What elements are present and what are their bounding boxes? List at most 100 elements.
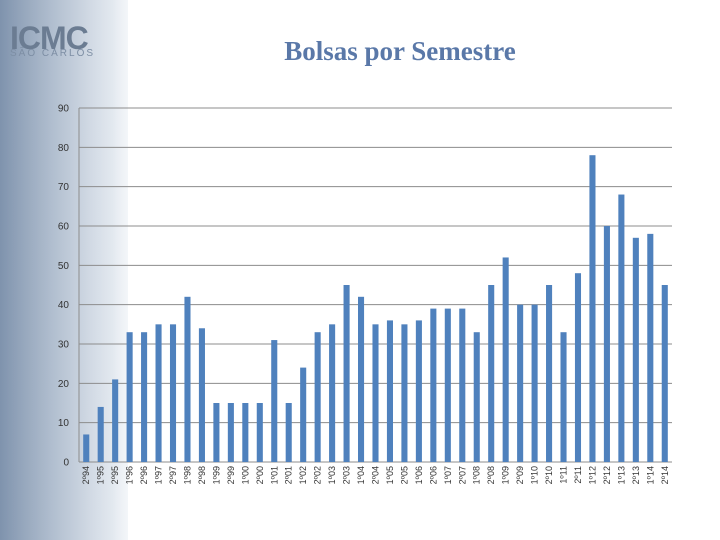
bar (357, 296, 365, 462)
x-tick-label: 1º12 (587, 466, 597, 484)
x-tick-label: 2º00 (255, 466, 265, 484)
bar (343, 285, 350, 462)
x-tick-label: 2º98 (197, 466, 207, 484)
x-tick-label: 1º01 (269, 466, 279, 484)
x-tick-label: 1º08 (472, 466, 482, 484)
icmc-logo: ICMC SÃO CARLOS (4, 8, 108, 72)
x-tick-label: 1º00 (240, 466, 250, 484)
x-tick-label: 2º99 (226, 466, 236, 484)
x-tick-label: 2º05 (399, 466, 409, 484)
y-tick-label: 0 (63, 458, 69, 469)
x-tick-label: 2º11 (573, 466, 583, 484)
x-tick-label: 1º11 (559, 466, 569, 484)
bar (213, 403, 220, 462)
x-tick-label: 1º02 (298, 466, 308, 484)
bar (430, 308, 437, 462)
bar (401, 324, 408, 462)
x-tick-label: 1º10 (530, 466, 540, 484)
x-tick-label: 2º02 (313, 466, 323, 484)
y-tick-label: 20 (58, 379, 70, 390)
bar (546, 285, 553, 462)
bar (473, 332, 480, 462)
bar (285, 403, 292, 462)
x-tick-label: 2º06 (428, 466, 438, 484)
bar (271, 340, 278, 462)
x-tick-label: 1º13 (616, 466, 626, 484)
x-tick-label: 1º99 (211, 466, 221, 484)
bar (242, 403, 249, 462)
bar (314, 332, 321, 462)
bar (256, 403, 263, 462)
x-tick-label: 1º97 (154, 466, 164, 484)
x-tick-label: 2º10 (544, 466, 554, 484)
x-tick-label: 1º95 (96, 466, 106, 484)
bar (372, 324, 379, 462)
x-tick-layer: 2º94 1º95 2º95 1º96 2º96 1º97 2º97 1º98 2º98 1º99… (81, 466, 670, 484)
logo-text: ICMC (10, 20, 89, 56)
bar-layer (83, 155, 668, 463)
bar (141, 332, 148, 462)
x-tick-label: 2º14 (660, 466, 670, 484)
bar (574, 273, 582, 462)
bar (618, 194, 625, 463)
x-tick-label: 2º12 (602, 466, 612, 484)
logo-subtext: SÃO CARLOS (10, 48, 96, 59)
bar (589, 155, 596, 462)
y-tick-layer: 0 10 20 30 40 50 60 70 80 90 (58, 104, 70, 469)
bar (112, 379, 119, 462)
bar (459, 308, 466, 462)
bar (300, 367, 307, 462)
x-tick-label: 2º03 (342, 466, 352, 484)
bar (227, 403, 234, 462)
bar (329, 324, 336, 462)
bar (603, 226, 610, 462)
y-tick-label: 70 (58, 182, 70, 193)
y-tick-label: 80 (58, 143, 70, 154)
x-tick-label: 2º08 (486, 466, 496, 484)
bar (488, 285, 495, 462)
x-tick-label: 1º03 (327, 466, 337, 484)
y-tick-label: 50 (58, 261, 70, 272)
chart-title: Bolsas por Semestre (284, 36, 516, 66)
x-tick-label: 1º07 (443, 466, 453, 484)
y-tick-label: 10 (58, 418, 70, 429)
y-tick-label: 60 (58, 222, 70, 233)
bar (560, 332, 567, 462)
bar (415, 320, 422, 462)
x-tick-label: 2º94 (81, 466, 91, 484)
x-tick-label: 2º95 (110, 466, 120, 484)
x-tick-label: 1º04 (356, 466, 366, 484)
x-tick-label: 2º13 (631, 466, 641, 484)
x-tick-label: 2º09 (515, 466, 525, 484)
bar (126, 332, 133, 462)
bar (97, 406, 104, 462)
x-tick-label: 2º01 (284, 466, 294, 484)
x-tick-label: 1º05 (385, 466, 395, 484)
y-tick-label: 90 (58, 104, 70, 115)
x-tick-label: 1º98 (182, 466, 192, 484)
x-tick-label: 1º09 (501, 466, 511, 484)
bar (155, 324, 162, 462)
bar (661, 285, 668, 462)
decorative-left-fade (0, 0, 160, 540)
x-tick-label: 1º06 (414, 466, 424, 484)
bar (647, 233, 654, 462)
x-tick-label: 2º97 (168, 466, 178, 484)
x-tick-label: 2º96 (139, 466, 149, 484)
bar (83, 434, 90, 462)
bar (531, 304, 538, 462)
bar (198, 328, 205, 462)
y-tick-label: 40 (58, 300, 70, 311)
x-tick-label: 1º96 (125, 466, 135, 484)
bar (517, 304, 524, 462)
bar (632, 237, 639, 462)
bar (184, 296, 191, 462)
x-tick-label: 2º07 (457, 466, 467, 484)
y-tick-label: 30 (58, 340, 70, 351)
x-tick-label: 2º04 (371, 466, 381, 484)
x-tick-label: 1º14 (645, 466, 655, 484)
bar (502, 257, 509, 462)
bar (444, 308, 451, 462)
bar (169, 324, 177, 462)
